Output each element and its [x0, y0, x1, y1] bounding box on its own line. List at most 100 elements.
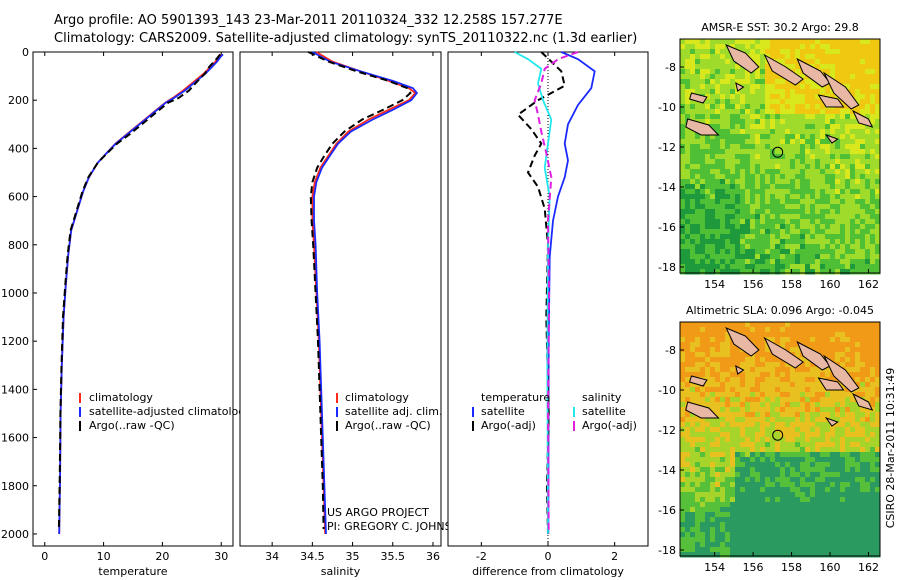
- sst-map-frame: [679, 38, 881, 274]
- salinity-xtick-label: 34.5: [300, 550, 325, 563]
- temperature-series-argo-raw-qc-: [57, 53, 221, 530]
- difference-xtick-label: -2: [476, 550, 487, 563]
- salinity-frame: [239, 51, 442, 547]
- temperature-ytick-label: 1000: [1, 287, 29, 300]
- sla-map-ytick-label: -8: [665, 344, 676, 357]
- sst-map-xtick-label: 154: [704, 278, 725, 291]
- temperature-xtick-label: 0: [41, 550, 48, 563]
- temperature-ytick-label: 2000: [1, 528, 29, 541]
- sla-map-island: [725, 327, 760, 357]
- sla-map-ytick-label: -16: [658, 504, 676, 517]
- sla-map-ytick-label: -12: [658, 424, 676, 437]
- sla-map-ytick-label: -10: [658, 384, 676, 397]
- temperature-xlabel: temperature: [98, 565, 167, 578]
- sla-map-island: [763, 336, 804, 369]
- sla-map-island: [852, 392, 874, 411]
- sla-map-island: [685, 401, 720, 419]
- difference-series-salinity-argo-adj-: [533, 51, 579, 535]
- sla-map-frame: [679, 321, 881, 557]
- temperature-ytick-label: 200: [8, 94, 29, 107]
- creation-stamp: CSIRO 28-Mar-2011 10:31:49: [884, 368, 897, 529]
- salinity-xtick-label: 35: [346, 550, 360, 563]
- sst-map-xtick-label: 156: [743, 278, 764, 291]
- sst-map-island: [817, 94, 845, 108]
- sla-map-island: [824, 417, 839, 427]
- project-annotation: US ARGO PROJECT: [327, 506, 429, 519]
- temperature-ytick-label: 1600: [1, 432, 29, 445]
- sla-map-xtick-label: 160: [820, 561, 841, 574]
- sst-map-xtick-label: 160: [820, 278, 841, 291]
- temperature-legend-label: satellite-adjusted climatology: [89, 405, 252, 418]
- sla-map-island: [735, 365, 745, 375]
- difference-legend-label: Argo(-adj): [582, 419, 637, 432]
- temperature-ytick-label: 1200: [1, 335, 29, 348]
- temperature-xtick-label: 20: [155, 550, 169, 563]
- temperature-ytick-label: 800: [8, 239, 29, 252]
- temperature-ytick-label: 1400: [1, 383, 29, 396]
- sla-map-ytick-label: -14: [658, 464, 676, 477]
- sst-map-argo-location-marker: [772, 146, 784, 158]
- salinity-xtick-label: 35.5: [381, 550, 406, 563]
- temperature-frame: [32, 51, 234, 547]
- salinity-series-satellite-adj-clim-: [311, 51, 419, 535]
- sst-map-title: AMSR-E SST: 30.2 Argo: 29.8: [701, 21, 859, 34]
- difference-xtick-label: 2: [611, 550, 618, 563]
- sla-map-xtick-label: 162: [858, 561, 879, 574]
- sst-map-island: [763, 53, 804, 86]
- sla-map-island: [796, 340, 831, 371]
- temperature-ytick-label: 400: [8, 142, 29, 155]
- sst-map-island: [725, 44, 760, 74]
- difference-legend-label: satellite: [582, 405, 626, 418]
- difference-panel: -2 0 2 difference from climatology temperatu…: [447, 51, 649, 578]
- difference-legend-header-temperature: temperature: [481, 391, 550, 404]
- difference-xtick-label: 0: [545, 550, 552, 563]
- sst-map-island: [735, 82, 745, 92]
- temperature-xtick-label: 30: [214, 550, 228, 563]
- sst-map-island: [822, 71, 860, 110]
- salinity-series-argo-raw-qc-: [307, 51, 412, 530]
- figure-title-line1: Argo profile: AO 5901393_143 23-Mar-2011…: [54, 13, 563, 28]
- temperature-ytick-label: 600: [8, 191, 29, 204]
- figure-title-line2: Climatology: CARS2009. Satellite-adjuste…: [54, 31, 638, 46]
- sst-map-panel: 154 156 158 160 162 -8 -10 -12 -14 -16 -18 AMSR-E S…: [658, 21, 881, 291]
- sla-map-color-field: [680, 322, 881, 558]
- sst-map-island: [824, 134, 839, 144]
- salinity-legend-label: climatology: [345, 391, 409, 404]
- sla-map-xtick-label: 154: [704, 561, 725, 574]
- sst-map-island: [852, 109, 874, 128]
- sst-map-island: [688, 92, 708, 104]
- salinity-xtick-label: 34: [265, 550, 279, 563]
- sla-map-island: [688, 375, 708, 387]
- sla-map-ytick-label: -18: [658, 544, 676, 557]
- temperature-ytick-label: 0: [22, 46, 29, 59]
- temperature-ytick-label: 1800: [1, 480, 29, 493]
- salinity-legend-label: satellite adj. clim.: [345, 405, 442, 418]
- temperature-xtick-label: 10: [97, 550, 111, 563]
- salinity-xlabel: salinity: [321, 565, 361, 578]
- difference-legend-label: satellite: [481, 405, 525, 418]
- sst-map-island: [796, 57, 831, 88]
- sla-map-island: [822, 354, 860, 393]
- difference-legend-header-salinity: salinity: [582, 391, 622, 404]
- sst-map-ytick-label: -18: [658, 261, 676, 274]
- sst-map-xtick-label: 162: [858, 278, 879, 291]
- temperature-legend-label: climatology: [89, 391, 153, 404]
- temperature-panel: 0 10 20 30 0 200 400 600 800 1000 1200 1400 1600 1800…: [1, 46, 252, 578]
- sst-map-island: [685, 118, 720, 136]
- sst-map-ytick-label: -14: [658, 181, 676, 194]
- difference-xlabel: difference from climatology: [472, 565, 624, 578]
- sst-map-ytick-label: -16: [658, 221, 676, 234]
- salinity-legend-label: Argo(..raw -QC): [345, 419, 431, 432]
- sla-map-xtick-label: 156: [743, 561, 764, 574]
- pi-annotation: PI: GREGORY C. JOHNSON: [327, 520, 468, 533]
- sla-map-island: [817, 377, 845, 391]
- salinity-panel: 34 34.5 35 35.5 36 salinity climatologysatelli…: [239, 51, 468, 578]
- sla-map-panel: 154 156 158 160 162 -8 -10 -12 -14 -16 -18 Altimetr…: [658, 304, 881, 574]
- sst-map-ytick-label: -8: [665, 61, 676, 74]
- sst-map-ytick-label: -10: [658, 101, 676, 114]
- sla-map-title: Altimetric SLA: 0.096 Argo: -0.045: [686, 304, 874, 317]
- salinity-xtick-label: 36: [426, 550, 440, 563]
- sla-map-xtick-label: 158: [781, 561, 802, 574]
- sst-map-xtick-label: 158: [781, 278, 802, 291]
